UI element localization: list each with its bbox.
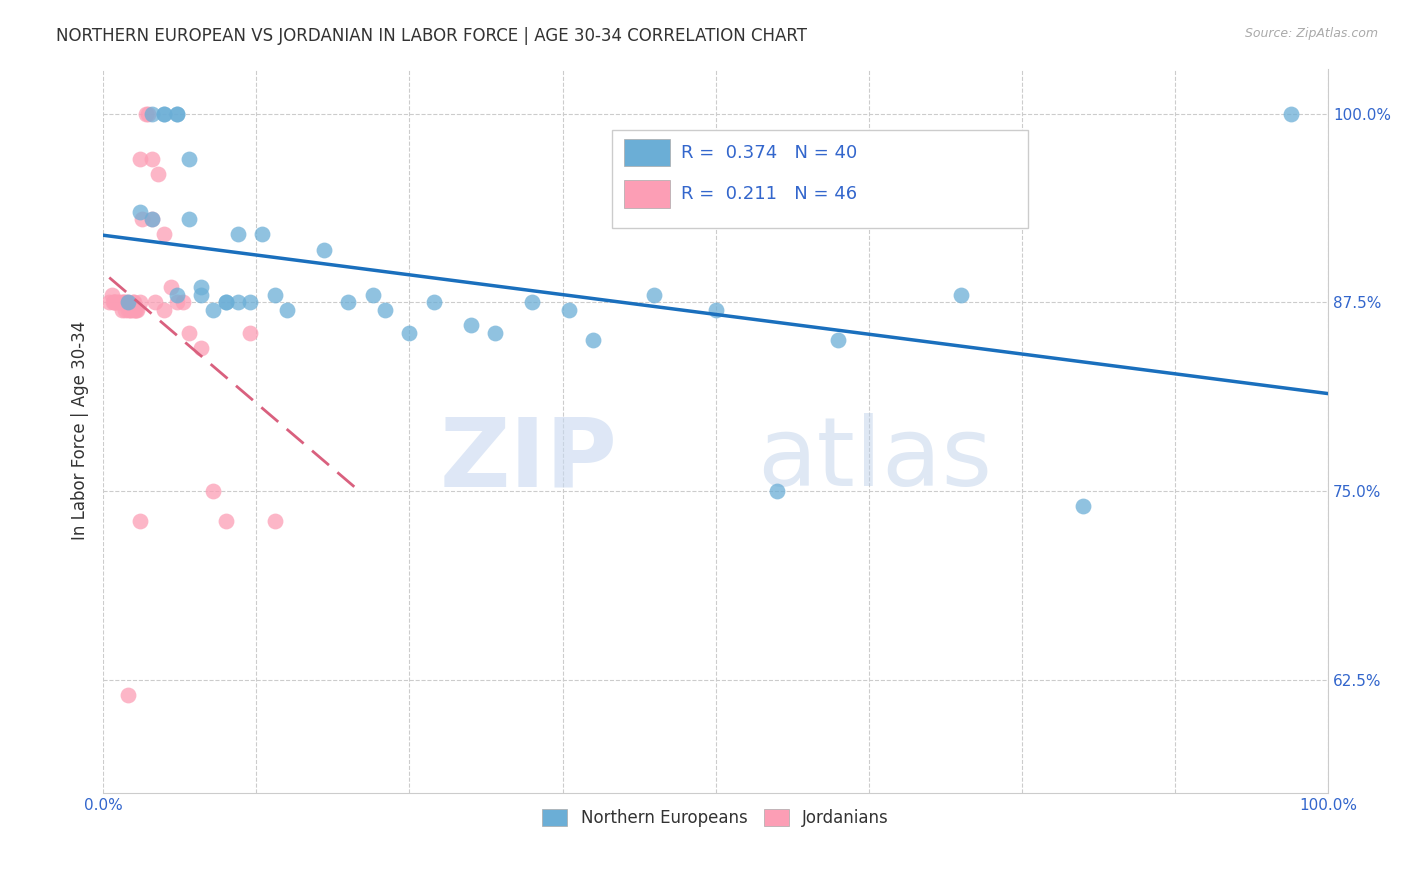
Point (117, 295, 139, 310)
Point (1279, 107, 1302, 121)
Text: ZIP: ZIP (440, 413, 617, 506)
Point (484, 326, 506, 340)
Point (100, 288, 122, 302)
Point (128, 152, 150, 166)
Point (120, 302, 142, 317)
Text: NORTHERN EUROPEAN VS JORDANIAN IN LABOR FORCE | AGE 30-34 CORRELATION CHART: NORTHERN EUROPEAN VS JORDANIAN IN LABOR … (56, 27, 807, 45)
Point (112, 295, 135, 310)
Point (252, 227, 274, 242)
Point (263, 288, 285, 302)
Point (117, 295, 139, 310)
Point (122, 295, 145, 310)
Point (190, 341, 212, 355)
FancyBboxPatch shape (624, 139, 671, 166)
Point (141, 212, 163, 227)
Point (239, 326, 262, 340)
Point (125, 302, 148, 317)
Y-axis label: In Labor Force | Age 30-34: In Labor Force | Age 30-34 (72, 321, 89, 541)
Point (108, 295, 131, 310)
Point (110, 302, 132, 317)
Point (226, 227, 249, 242)
Point (520, 295, 543, 310)
Point (312, 243, 335, 257)
Point (827, 333, 849, 347)
Text: atlas: atlas (758, 413, 993, 506)
Point (949, 288, 972, 302)
Point (141, 212, 163, 227)
Point (263, 514, 285, 528)
Point (374, 302, 396, 317)
Point (177, 326, 200, 340)
Point (104, 295, 127, 310)
Legend: Northern Europeans, Jordanians: Northern Europeans, Jordanians (534, 800, 897, 835)
Point (398, 326, 420, 340)
Point (141, 107, 163, 121)
Point (148, 167, 170, 181)
Point (153, 227, 176, 242)
Point (98, 295, 121, 310)
Point (276, 302, 298, 317)
Point (111, 295, 134, 310)
FancyBboxPatch shape (624, 180, 671, 208)
Point (104, 295, 127, 310)
Point (122, 302, 145, 317)
Point (226, 295, 249, 310)
Point (460, 318, 482, 332)
Point (202, 483, 225, 498)
Point (557, 302, 579, 317)
Point (110, 295, 132, 310)
Point (159, 280, 181, 294)
Text: R =  0.374   N = 40: R = 0.374 N = 40 (682, 144, 858, 161)
Point (153, 107, 176, 121)
Point (115, 295, 138, 310)
Point (214, 295, 236, 310)
Point (239, 295, 262, 310)
Point (128, 295, 150, 310)
Point (121, 295, 143, 310)
Point (124, 302, 146, 317)
FancyBboxPatch shape (612, 130, 1028, 227)
Point (128, 204, 150, 219)
Point (337, 295, 360, 310)
Point (131, 212, 153, 227)
Point (117, 302, 139, 317)
Point (177, 212, 200, 227)
Text: Source: ZipAtlas.com: Source: ZipAtlas.com (1244, 27, 1378, 40)
Point (127, 302, 149, 317)
Point (143, 295, 166, 310)
Point (166, 107, 188, 121)
Point (128, 514, 150, 528)
Point (107, 295, 129, 310)
Point (177, 152, 200, 166)
Point (114, 302, 136, 317)
Point (704, 302, 727, 317)
Point (214, 295, 236, 310)
Point (166, 288, 188, 302)
Point (117, 688, 139, 702)
Point (766, 483, 789, 498)
Point (190, 280, 212, 294)
Point (141, 152, 163, 166)
Point (423, 295, 446, 310)
Point (361, 288, 384, 302)
Point (120, 302, 142, 317)
Text: R =  0.211   N = 46: R = 0.211 N = 46 (682, 185, 858, 202)
Point (202, 302, 225, 317)
Point (101, 295, 124, 310)
Point (582, 333, 605, 347)
Point (166, 107, 188, 121)
Point (166, 295, 188, 310)
Point (135, 107, 157, 121)
Point (643, 288, 665, 302)
Point (103, 295, 125, 310)
Point (153, 107, 176, 121)
Point (153, 302, 176, 317)
Point (190, 288, 212, 302)
Point (214, 514, 236, 528)
Point (1071, 499, 1094, 513)
Point (172, 295, 194, 310)
Point (138, 107, 160, 121)
